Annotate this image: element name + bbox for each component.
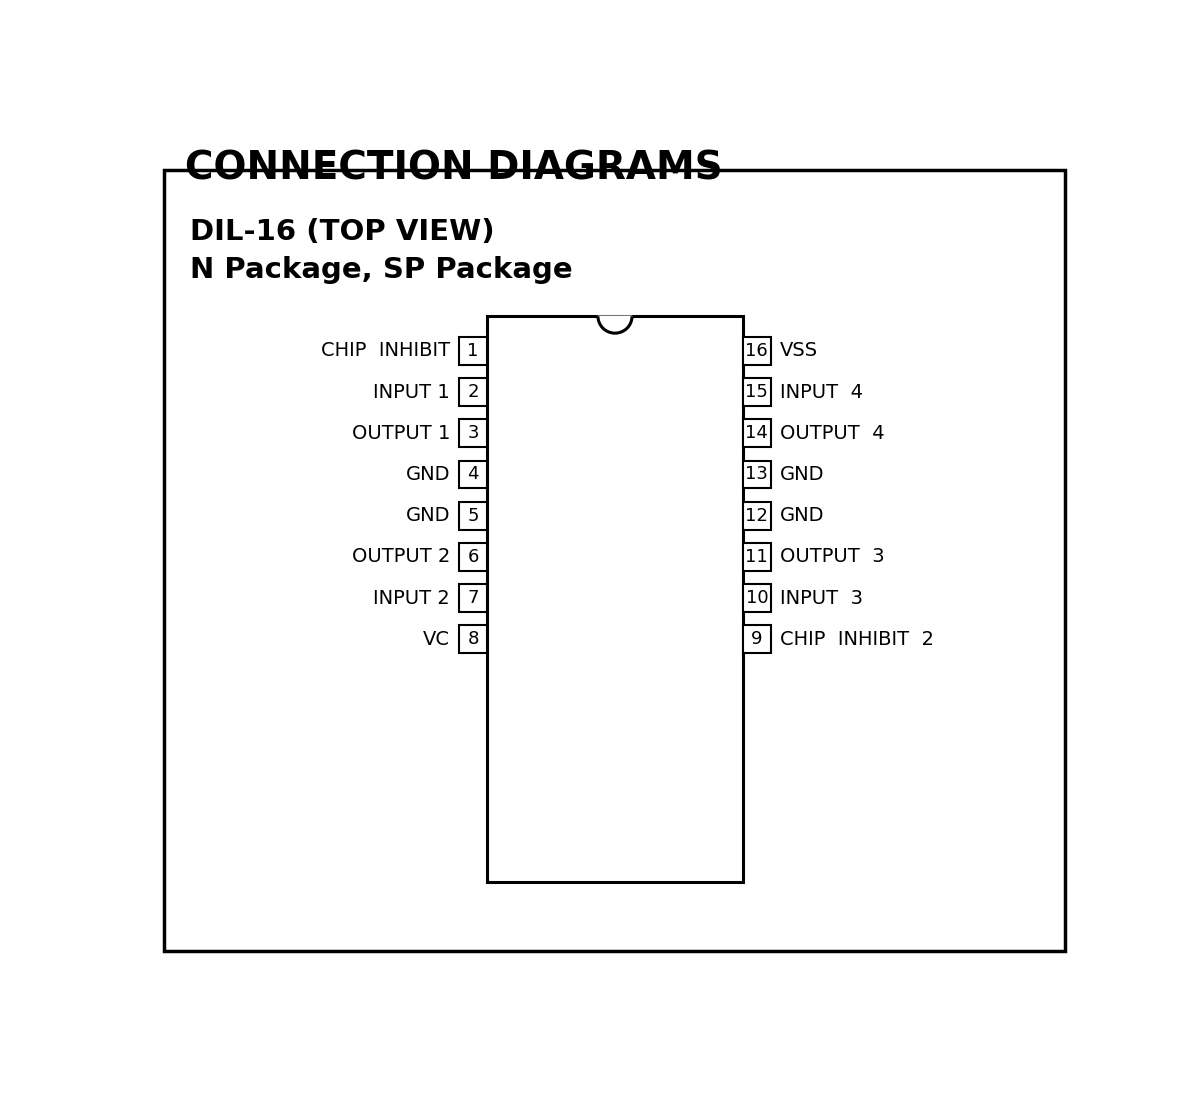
Text: 16: 16 — [745, 342, 768, 360]
Text: 3: 3 — [468, 424, 479, 442]
Bar — [743, 543, 770, 571]
Bar — [460, 625, 487, 653]
Text: GND: GND — [406, 465, 450, 484]
Bar — [460, 502, 487, 530]
Text: 7: 7 — [468, 589, 479, 607]
Text: 8: 8 — [468, 630, 479, 648]
Text: OUTPUT  4: OUTPUT 4 — [780, 423, 884, 443]
Text: 4: 4 — [468, 465, 479, 483]
Text: CHIP  INHIBIT: CHIP INHIBIT — [320, 341, 450, 360]
Text: INPUT  4: INPUT 4 — [780, 382, 863, 401]
Text: OUTPUT 2: OUTPUT 2 — [352, 547, 450, 566]
Text: INPUT  3: INPUT 3 — [780, 588, 863, 607]
Text: GND: GND — [780, 465, 824, 484]
Text: 6: 6 — [468, 547, 479, 566]
Text: 5: 5 — [468, 506, 479, 525]
Text: OUTPUT 1: OUTPUT 1 — [352, 423, 450, 443]
Bar — [460, 543, 487, 571]
Bar — [743, 625, 770, 653]
Bar — [743, 584, 770, 612]
Text: VSS: VSS — [780, 341, 818, 360]
Text: OUTPUT  3: OUTPUT 3 — [780, 547, 884, 566]
Bar — [743, 502, 770, 530]
Bar — [743, 420, 770, 448]
Bar — [460, 378, 487, 406]
Bar — [743, 337, 770, 365]
Text: INPUT 2: INPUT 2 — [373, 588, 450, 607]
Text: N Package, SP Package: N Package, SP Package — [191, 256, 572, 284]
Text: INPUT 1: INPUT 1 — [373, 382, 450, 401]
Bar — [460, 584, 487, 612]
Text: 1: 1 — [468, 342, 479, 360]
Text: GND: GND — [406, 506, 450, 525]
Bar — [460, 461, 487, 489]
Bar — [460, 420, 487, 448]
Bar — [743, 378, 770, 406]
Text: 13: 13 — [745, 465, 768, 483]
Text: 2: 2 — [468, 383, 479, 401]
Text: DIL-16 (TOP VIEW): DIL-16 (TOP VIEW) — [191, 217, 494, 246]
Text: 10: 10 — [745, 589, 768, 607]
Bar — [487, 316, 743, 882]
Text: GND: GND — [780, 506, 824, 525]
Text: 14: 14 — [745, 424, 768, 442]
Text: CHIP  INHIBIT  2: CHIP INHIBIT 2 — [780, 629, 934, 649]
Text: 9: 9 — [751, 630, 762, 648]
Text: VC: VC — [422, 629, 450, 649]
Text: 12: 12 — [745, 506, 768, 525]
Text: CONNECTION DIAGRAMS: CONNECTION DIAGRAMS — [185, 150, 722, 187]
Bar — [460, 337, 487, 365]
Bar — [743, 461, 770, 489]
Wedge shape — [598, 316, 632, 334]
Text: 11: 11 — [745, 547, 768, 566]
Text: 15: 15 — [745, 383, 768, 401]
